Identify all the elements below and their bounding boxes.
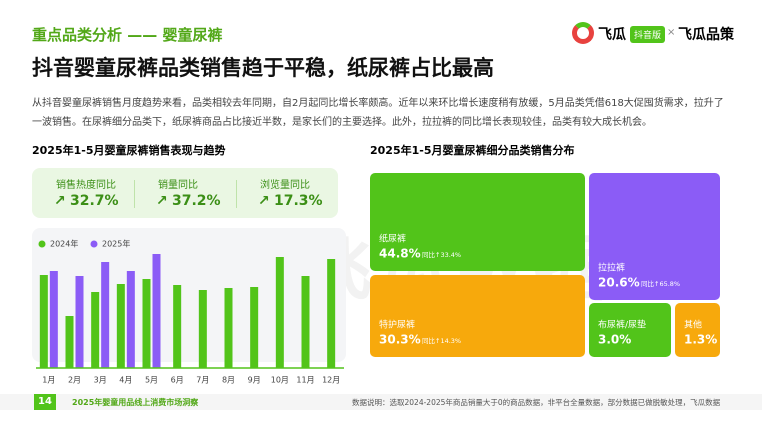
- treemap-cell: [589, 303, 671, 357]
- badge: 抖音版: [630, 26, 666, 43]
- x-tick-label: 3月: [94, 376, 107, 385]
- stat-arrow: ↗: [258, 193, 270, 209]
- legend-label: 2025年: [102, 239, 130, 249]
- partner: 飞瓜品策: [678, 27, 734, 43]
- cell-name: 特护尿裤: [379, 319, 415, 331]
- bar: [126, 271, 135, 368]
- x-tick-label: 2月: [68, 376, 81, 385]
- section: 重点品类分析 —— 婴童尿裤: [32, 26, 223, 44]
- stat-label: 销售热度同比: [56, 180, 116, 191]
- bar: [198, 290, 207, 368]
- bar: [65, 316, 74, 368]
- bar-title: 2025年1-5月婴童尿裤销售表现与趋势: [32, 144, 226, 157]
- cell-value: 3.0%: [598, 333, 631, 347]
- treemap-cell: [370, 275, 585, 357]
- title: 抖音婴童尿裤品类销售趋于平稳，纸尿裤占比最高: [32, 56, 494, 80]
- cell-yoy: 同比↑14.3%: [422, 336, 461, 345]
- treemap-title: 2025年1-5月婴童尿裤细分品类销售分布: [370, 144, 575, 157]
- legend-swatch: [90, 240, 98, 248]
- treemap-cell: [675, 303, 720, 357]
- stat-arrow: ↗: [156, 193, 168, 209]
- cell-value: 20.6%: [598, 276, 640, 290]
- brand: 飞瓜: [598, 27, 626, 43]
- cell-value: 1.3%: [684, 333, 717, 347]
- cell-yoy: 同比↑65.8%: [641, 279, 680, 288]
- stat-divider: [236, 180, 237, 208]
- bar: [224, 288, 233, 368]
- bar: [142, 279, 151, 368]
- cell-yoy: 同比↑33.4%: [422, 250, 461, 259]
- x-tick-label: 1月: [42, 376, 55, 385]
- x-tick-label: 11月: [296, 376, 314, 385]
- paragraph: 从抖音婴童尿裤销售月度趋势来看，品类相较去年同期，自2月起同比增长率颇高。近年以…: [32, 98, 724, 128]
- cell-name: 布尿裤/尿垫: [598, 319, 646, 331]
- page-number: 14: [34, 394, 56, 410]
- x-tick-label: 6月: [171, 376, 184, 385]
- stats-panel: [32, 168, 338, 218]
- treemap-cell: [370, 173, 585, 271]
- bar: [49, 271, 58, 368]
- stat-label: 浏览量同比: [260, 180, 310, 191]
- report-name: 2025年婴童用品线上消费市场洞察: [72, 398, 199, 407]
- stat-value: 32.7%: [70, 193, 119, 209]
- bar: [101, 262, 110, 368]
- legend-label: 2024年: [50, 239, 78, 249]
- x-tick-label: 9月: [248, 376, 261, 385]
- cell-name: 其他: [684, 319, 702, 331]
- bar: [116, 284, 125, 368]
- cell-value: 30.3%: [379, 333, 421, 347]
- data-note: 数据说明：选取2024-2025年商品销量大于0的商品数据，非平台全量数据，部分…: [352, 398, 721, 407]
- stat-divider: [134, 180, 135, 208]
- bar: [91, 292, 100, 368]
- x-tick-label: 10月: [271, 376, 289, 385]
- stat-value: 17.3%: [274, 193, 323, 209]
- x-tick-label: 12月: [322, 376, 340, 385]
- cell-value: 44.8%: [379, 247, 421, 261]
- treemap-cell: [589, 173, 720, 300]
- bar: [173, 285, 182, 368]
- stat-label: 销量同比: [158, 180, 198, 191]
- x-tick-label: 8月: [222, 376, 235, 385]
- cross: ×: [667, 27, 676, 38]
- legend-swatch: [38, 240, 46, 248]
- logo-icon: [572, 22, 594, 44]
- stat-arrow: ↗: [54, 193, 66, 209]
- stat-value: 37.2%: [172, 193, 221, 209]
- bar: [301, 276, 310, 368]
- bar: [39, 275, 48, 368]
- cell-name: 拉拉裤: [598, 262, 625, 274]
- x-tick-label: 5月: [145, 376, 158, 385]
- cell-name: 纸尿裤: [379, 233, 406, 245]
- x-tick-label: 7月: [196, 376, 209, 385]
- bar: [275, 257, 284, 368]
- bar: [250, 287, 259, 368]
- bar: [327, 259, 336, 368]
- plot-bg: [32, 228, 346, 362]
- footer-band: [0, 394, 762, 410]
- x-tick-label: 4月: [119, 376, 132, 385]
- bar: [75, 276, 84, 368]
- bar: [152, 254, 161, 368]
